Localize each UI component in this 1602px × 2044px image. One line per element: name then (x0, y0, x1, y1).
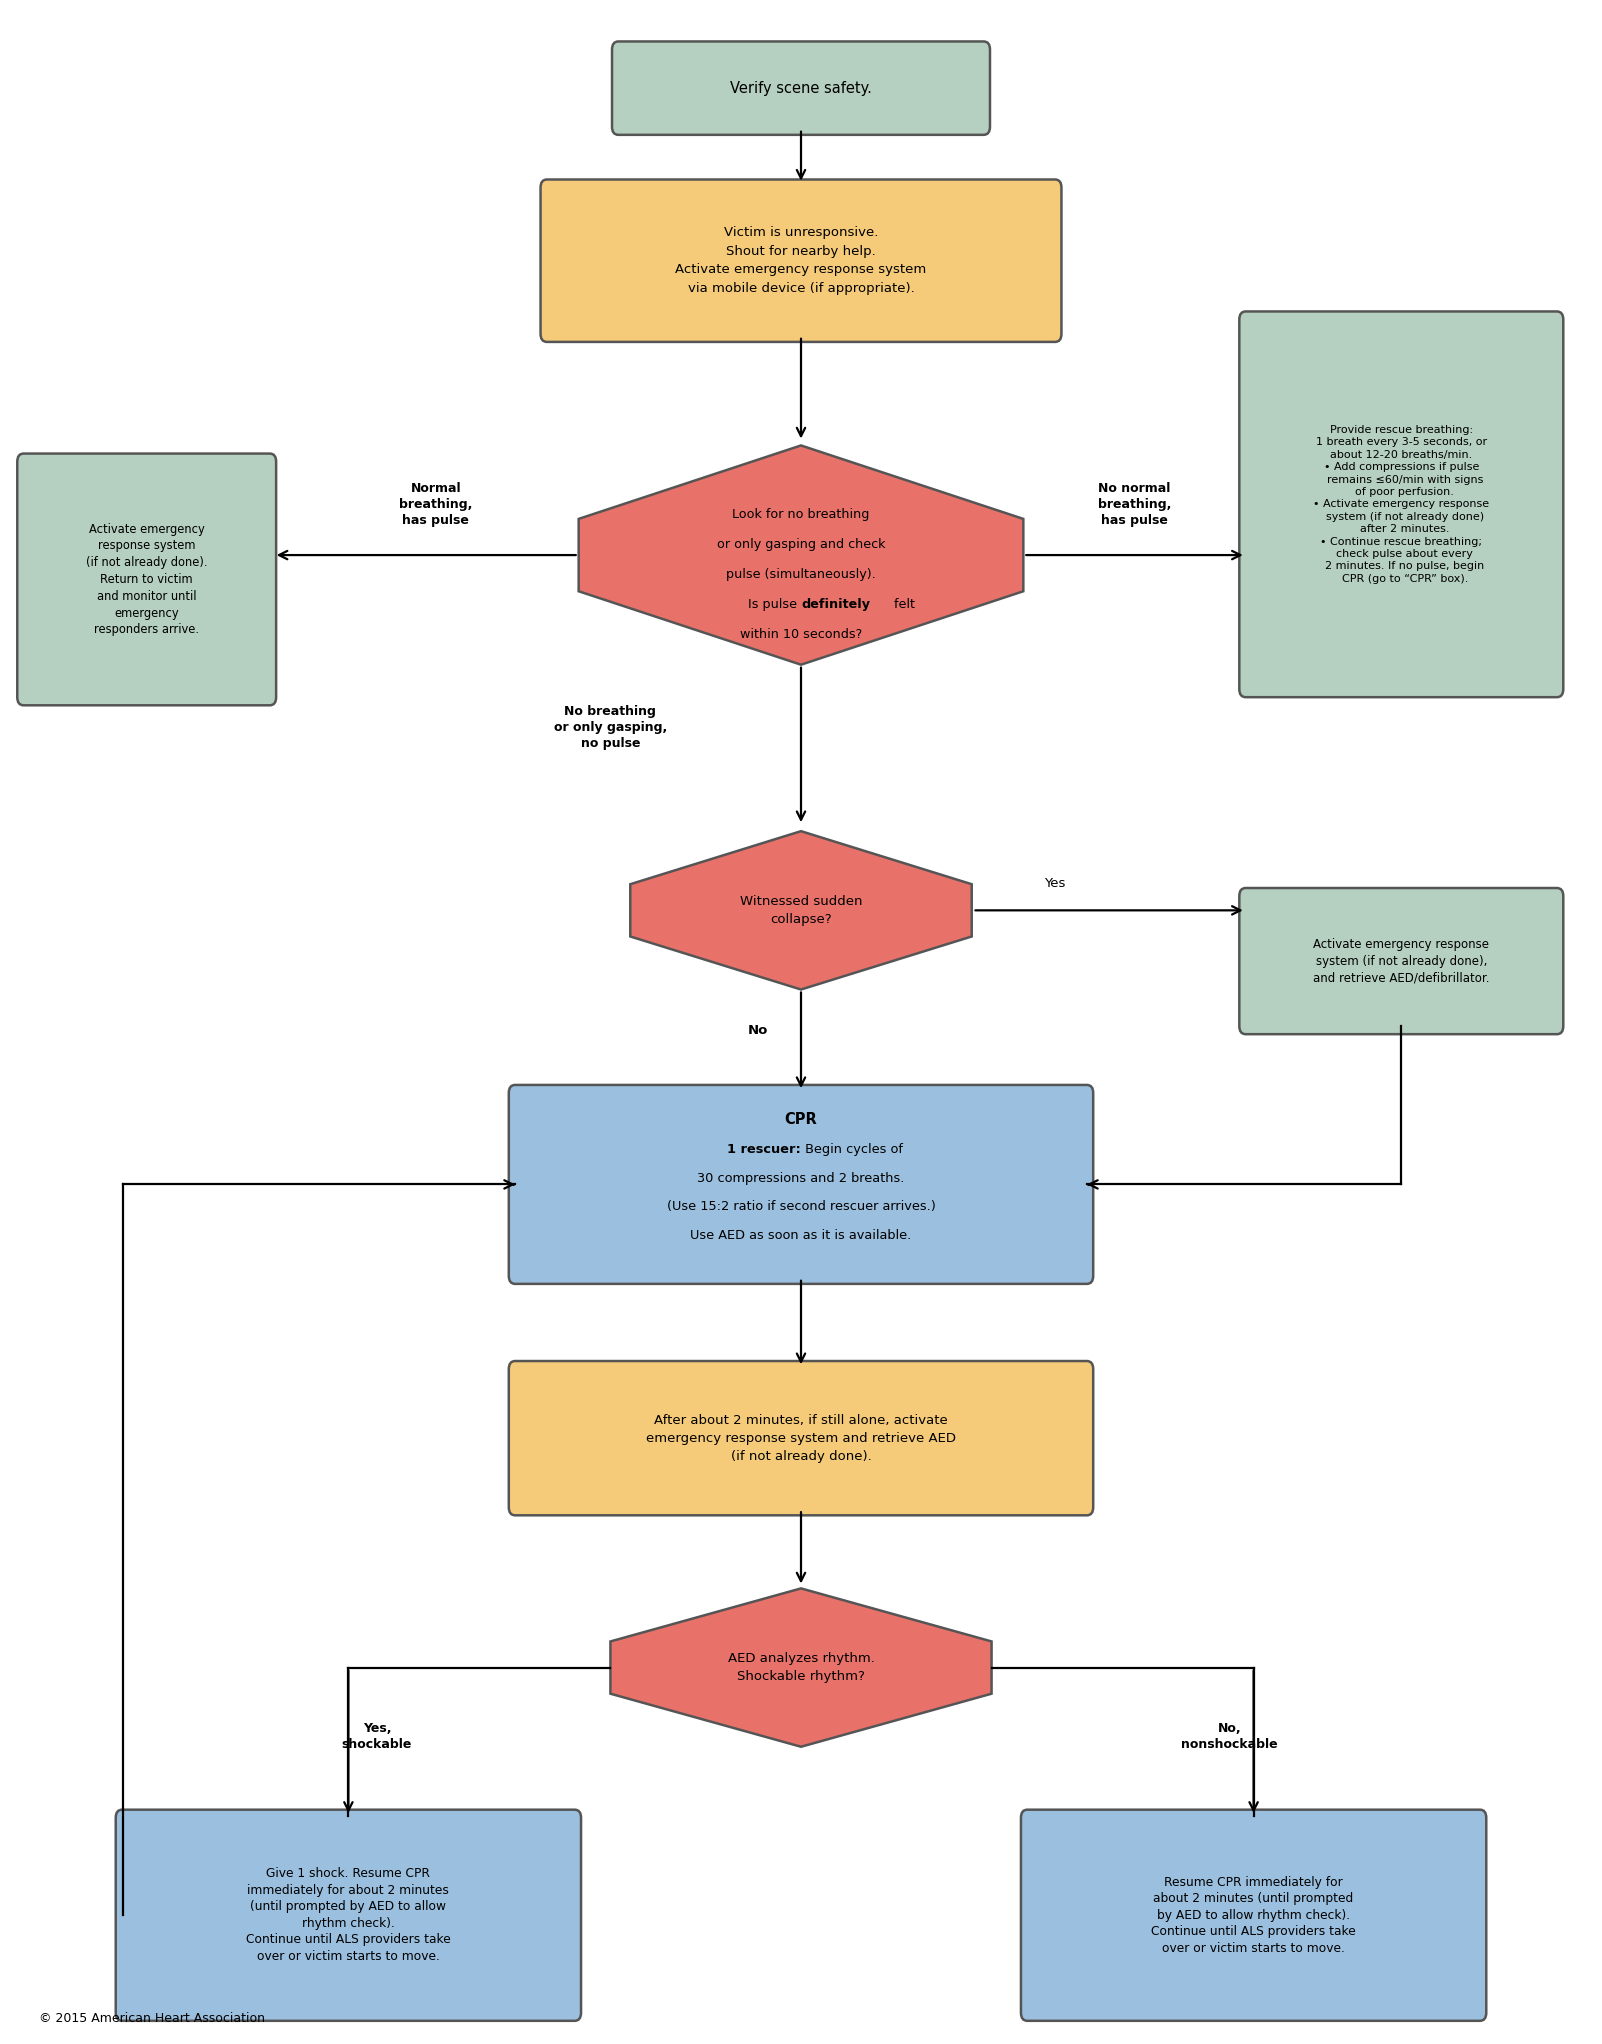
Text: No normal
breathing,
has pulse: No normal breathing, has pulse (1097, 482, 1171, 527)
Text: CPR: CPR (785, 1112, 817, 1126)
Polygon shape (578, 446, 1024, 664)
Text: Witnessed sudden
collapse?: Witnessed sudden collapse? (740, 895, 862, 926)
FancyBboxPatch shape (115, 1809, 582, 2022)
Text: After about 2 minutes, if still alone, activate
emergency response system and re: After about 2 minutes, if still alone, a… (646, 1414, 956, 1464)
FancyBboxPatch shape (540, 180, 1062, 341)
Text: AED analyzes rhythm.
Shockable rhythm?: AED analyzes rhythm. Shockable rhythm? (727, 1652, 875, 1682)
Text: within 10 seconds?: within 10 seconds? (740, 628, 862, 642)
Polygon shape (630, 832, 972, 989)
Text: 30 compressions and 2 breaths.: 30 compressions and 2 breaths. (697, 1171, 905, 1186)
Text: Resume CPR immediately for
about 2 minutes (until prompted
by AED to allow rhyth: Resume CPR immediately for about 2 minut… (1152, 1876, 1355, 1954)
Text: Begin cycles of: Begin cycles of (801, 1143, 904, 1157)
Text: Yes: Yes (1045, 877, 1065, 891)
Text: (Use 15:2 ratio if second rescuer arrives.): (Use 15:2 ratio if second rescuer arrive… (666, 1200, 936, 1214)
Text: Normal
breathing,
has pulse: Normal breathing, has pulse (399, 482, 473, 527)
FancyBboxPatch shape (509, 1361, 1093, 1515)
Text: Give 1 shock. Resume CPR
immediately for about 2 minutes
(until prompted by AED : Give 1 shock. Resume CPR immediately for… (247, 1868, 450, 1962)
FancyBboxPatch shape (509, 1085, 1093, 1284)
Text: Is pulse: Is pulse (748, 599, 801, 611)
FancyBboxPatch shape (1240, 887, 1564, 1034)
Text: or only gasping and check: or only gasping and check (716, 538, 886, 552)
Text: Activate emergency response
system (if not already done),
and retrieve AED/defib: Activate emergency response system (if n… (1314, 938, 1490, 985)
Text: No,
nonshockable: No, nonshockable (1182, 1723, 1278, 1752)
Text: Look for no breathing: Look for no breathing (732, 509, 870, 521)
Text: Use AED as soon as it is available.: Use AED as soon as it is available. (690, 1228, 912, 1241)
Text: definitely: definitely (801, 599, 870, 611)
FancyBboxPatch shape (612, 41, 990, 135)
Text: No: No (748, 1024, 769, 1036)
Text: Activate emergency
response system
(if not already done).
Return to victim
and m: Activate emergency response system (if n… (87, 523, 207, 636)
Text: felt: felt (891, 599, 915, 611)
Text: No breathing
or only gasping,
no pulse: No breathing or only gasping, no pulse (554, 705, 666, 750)
Text: Provide rescue breathing:
1 breath every 3-5 seconds, or
about 12-20 breaths/min: Provide rescue breathing: 1 breath every… (1314, 425, 1490, 585)
Text: 1 rescuer:: 1 rescuer: (727, 1143, 801, 1157)
Text: © 2015 American Heart Association: © 2015 American Heart Association (38, 2011, 264, 2026)
FancyBboxPatch shape (18, 454, 276, 705)
FancyBboxPatch shape (1020, 1809, 1487, 2022)
Polygon shape (610, 1588, 992, 1748)
Text: Victim is unresponsive.
Shout for nearby help.
Activate emergency response syste: Victim is unresponsive. Shout for nearby… (676, 227, 926, 294)
FancyBboxPatch shape (1240, 311, 1564, 697)
Text: Verify scene safety.: Verify scene safety. (731, 80, 871, 96)
Text: Yes,
shockable: Yes, shockable (341, 1723, 412, 1752)
Text: pulse (simultaneously).: pulse (simultaneously). (726, 568, 876, 580)
